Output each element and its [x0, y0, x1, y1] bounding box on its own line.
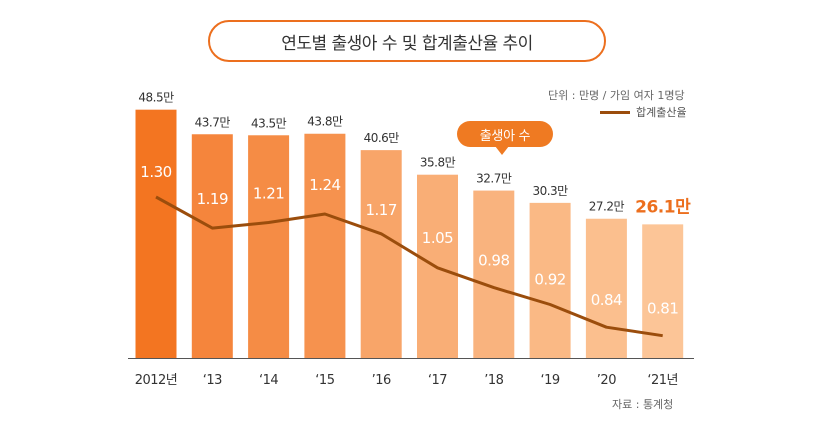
births-value-label: 43.5만 — [251, 116, 287, 130]
unit-note: 단위 : 만명 / 가임 여자 1명당 — [548, 89, 685, 102]
births-value-label: 43.7만 — [195, 115, 231, 129]
fertility-rate-label: 1.24 — [309, 176, 340, 194]
births-value-label: 26.1만 — [635, 197, 691, 217]
category-tick-label: 2012년 — [135, 373, 178, 388]
births-value-label: 30.3만 — [532, 184, 568, 198]
fertility-rate-line — [155, 195, 663, 338]
fertility-rate-label: 1.30 — [140, 163, 171, 181]
fertility-rate-label: 0.84 — [591, 291, 622, 309]
source-note: 자료 : 통계청 — [612, 398, 674, 411]
births-callout-bubble: 출생아 수 — [457, 121, 553, 147]
births-value-label: 43.8만 — [307, 115, 343, 129]
births-bar — [529, 202, 571, 358]
births-value-label: 32.7만 — [476, 172, 512, 186]
births-callout-tail — [495, 146, 509, 155]
births-bar — [135, 109, 177, 359]
fertility-rate-label: 1.05 — [422, 229, 453, 247]
births-bar — [191, 134, 233, 358]
births-value-label: 35.8만 — [420, 156, 456, 170]
legend-line-swatch — [600, 110, 630, 114]
births-value-label: 27.2만 — [589, 200, 625, 214]
category-tick-label: ‘21년 — [647, 373, 678, 388]
chart-title: 연도별 출생아 수 및 합계출산율 추이 — [208, 20, 606, 62]
legend-label: 합계출산율 — [636, 106, 687, 119]
births-bar — [642, 224, 684, 358]
fertility-rate-label: 0.92 — [534, 271, 565, 289]
category-tick-label: ‘19 — [541, 373, 560, 388]
category-tick-label: ’18 — [484, 373, 503, 388]
fertility-rate-label: 0.98 — [478, 252, 509, 270]
births-bar — [304, 133, 346, 358]
births-bar — [248, 135, 290, 358]
births-value-label: 40.6만 — [364, 131, 400, 145]
fertility-rate-label: 1.21 — [253, 184, 284, 202]
category-tick-label: ‘14 — [259, 373, 278, 388]
births-bar — [585, 218, 627, 358]
category-tick-label: ‘15 — [315, 373, 334, 388]
fertility-rate-label: 1.19 — [197, 190, 228, 208]
fertility-rate-label: 0.81 — [647, 300, 678, 318]
legend: 합계출산율 — [600, 104, 687, 120]
births-value-label: 48.5만 — [138, 91, 174, 105]
category-tick-label: ‘17 — [428, 373, 447, 388]
births-bar — [360, 150, 402, 358]
category-tick-label: ’16 — [372, 373, 391, 388]
category-tick-label: ‘13 — [203, 373, 222, 388]
births-bar — [473, 190, 515, 358]
category-tick-label: ’20 — [597, 373, 616, 388]
fertility-rate-label: 1.17 — [365, 201, 396, 219]
